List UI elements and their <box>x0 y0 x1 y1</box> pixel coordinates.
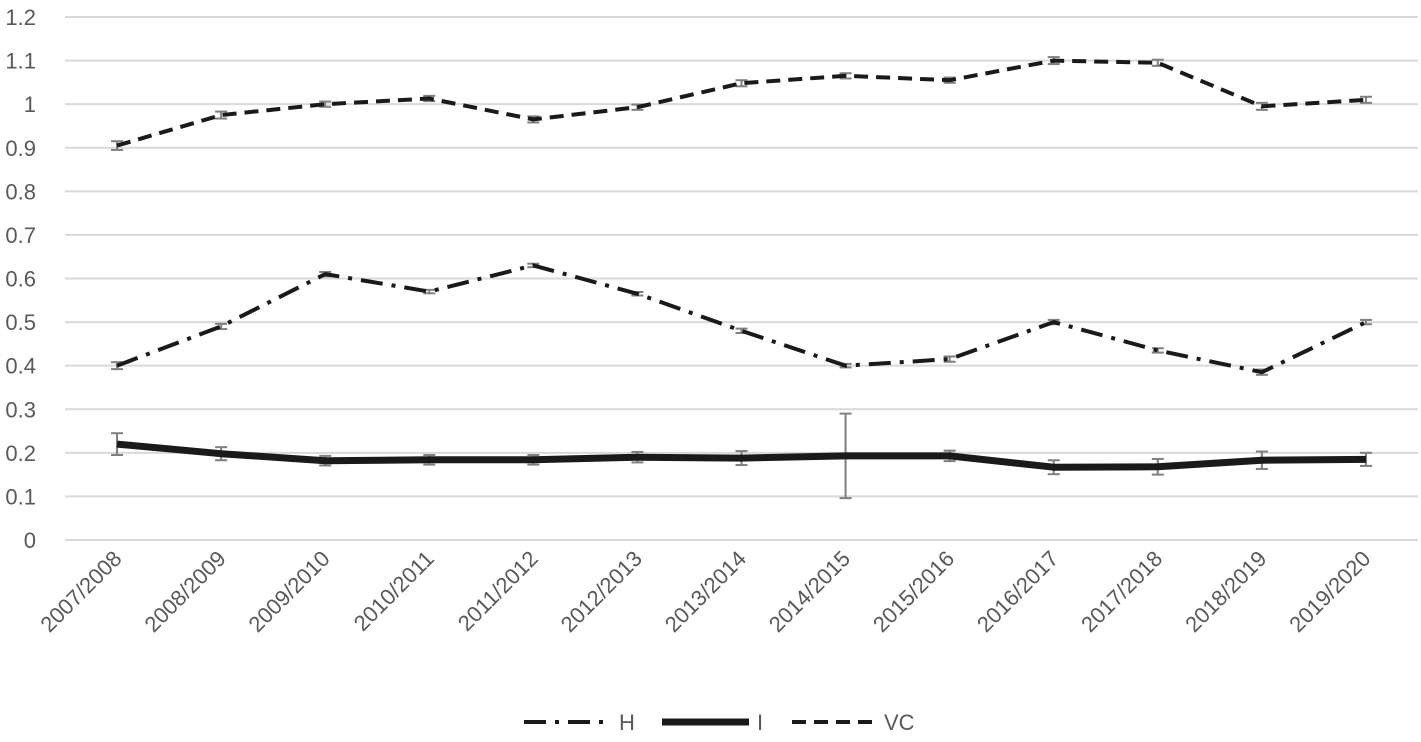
x-axis-tick-labels: 2007/2008 2008/2009 2009/2010 2010/2011 2011… <box>35 546 1375 637</box>
x-tick-label: 2012/2013 <box>556 546 647 637</box>
y-tick-label: 1.2 <box>5 5 36 30</box>
legend: H I VC <box>524 710 915 735</box>
x-tick-label: 2007/2008 <box>35 546 126 637</box>
x-tick-label: 2014/2015 <box>764 546 855 637</box>
x-tick-label: 2009/2010 <box>244 546 335 637</box>
x-tick-label: 2018/2019 <box>1180 546 1271 637</box>
y-tick-label: 0.1 <box>5 484 36 509</box>
y-axis-tick-labels: 0 0.1 0.2 0.3 0.4 0.5 0.6 0.7 0.8 0.9 1 1.1 1.2 <box>5 5 36 553</box>
y-tick-label: 0 <box>24 528 36 553</box>
x-tick-label: 2017/2018 <box>1076 546 1167 637</box>
legend-label-vc: VC <box>884 710 915 735</box>
y-tick-label: 0.9 <box>5 136 36 161</box>
series-line-h <box>116 263 1367 375</box>
series-line-i <box>116 440 1367 471</box>
y-tick-label: 0.2 <box>5 441 36 466</box>
y-tick-label: 0.8 <box>5 179 36 204</box>
x-tick-label: 2016/2017 <box>972 546 1063 637</box>
legend-label-i: I <box>757 710 763 735</box>
series-lines <box>116 58 1367 471</box>
x-tick-label: 2015/2016 <box>868 546 959 637</box>
y-tick-label: 0.6 <box>5 267 36 292</box>
y-tick-label: 1.1 <box>5 49 36 74</box>
y-tick-label: 0.5 <box>5 310 36 335</box>
legend-label-h: H <box>619 710 635 735</box>
y-tick-label: 1 <box>24 92 36 117</box>
x-tick-label: 2011/2012 <box>453 546 543 636</box>
gridlines <box>65 16 1418 541</box>
y-tick-label: 0.7 <box>5 223 36 248</box>
series-line-vc <box>116 58 1367 148</box>
y-tick-label: 0.4 <box>5 354 36 379</box>
x-tick-label: 2010/2011 <box>349 546 439 636</box>
x-tick-label: 2013/2014 <box>660 546 751 637</box>
x-tick-label: 2008/2009 <box>139 546 230 637</box>
y-tick-label: 0.3 <box>5 397 36 422</box>
x-tick-label: 2019/2020 <box>1284 546 1375 637</box>
